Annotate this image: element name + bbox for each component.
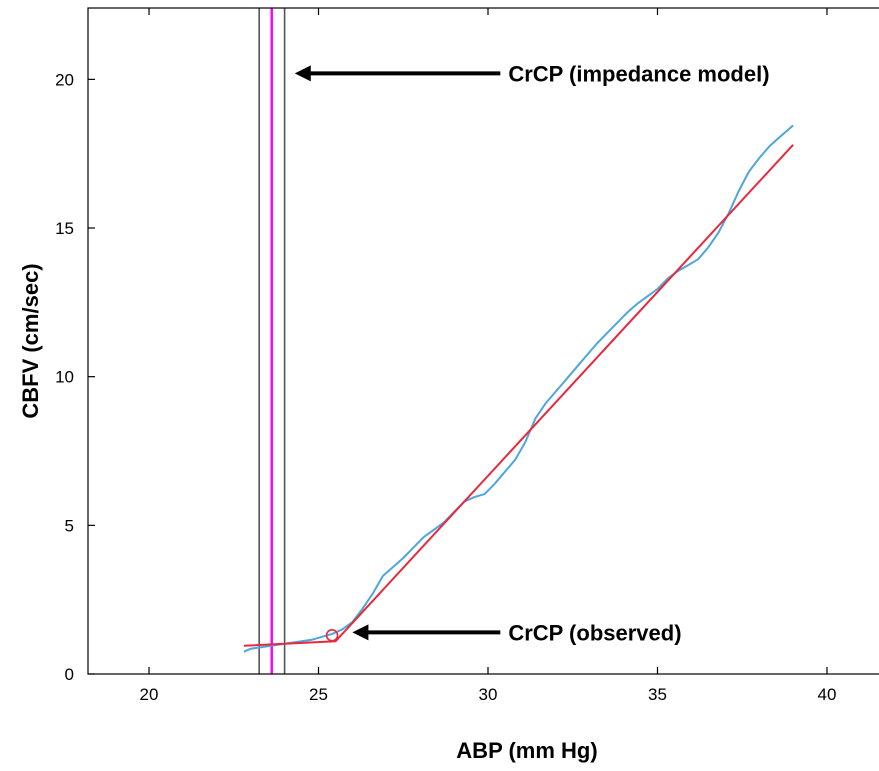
- y-tick-label: 5: [65, 516, 74, 535]
- x-axis: 20 25 30 35 40: [140, 8, 837, 704]
- y-tick-label: 10: [55, 368, 74, 387]
- annotation-text-1: CrCP (observed): [508, 620, 681, 645]
- annotation-text-0: CrCP (impedance model): [508, 61, 769, 86]
- annotation-arrowhead-0: [294, 65, 311, 82]
- annotation-arrowhead-1: [352, 624, 369, 641]
- x-tick-label: 35: [648, 685, 667, 704]
- x-axis-title: ABP (mm Hg): [456, 738, 597, 763]
- annotations: CrCP (impedance model) CrCP (observed): [294, 61, 770, 645]
- plot-content: [243, 8, 794, 674]
- x-tick-label: 25: [309, 685, 328, 704]
- y-axis-title: CBFV (cm/sec): [18, 263, 43, 418]
- x-tick-label: 20: [140, 685, 159, 704]
- series-line-0: [243, 124, 794, 653]
- marker-0: [325, 629, 339, 642]
- plot-frame: [87, 7, 879, 675]
- x-tick-label: 30: [479, 685, 498, 704]
- y-tick-label: 0: [65, 665, 74, 684]
- y-axis: 0 5 10 15 20: [55, 70, 95, 684]
- series-line-1: [243, 144, 794, 647]
- y-tick-label: 20: [55, 70, 74, 89]
- y-tick-label: 15: [55, 219, 74, 238]
- x-tick-label: 40: [818, 685, 837, 704]
